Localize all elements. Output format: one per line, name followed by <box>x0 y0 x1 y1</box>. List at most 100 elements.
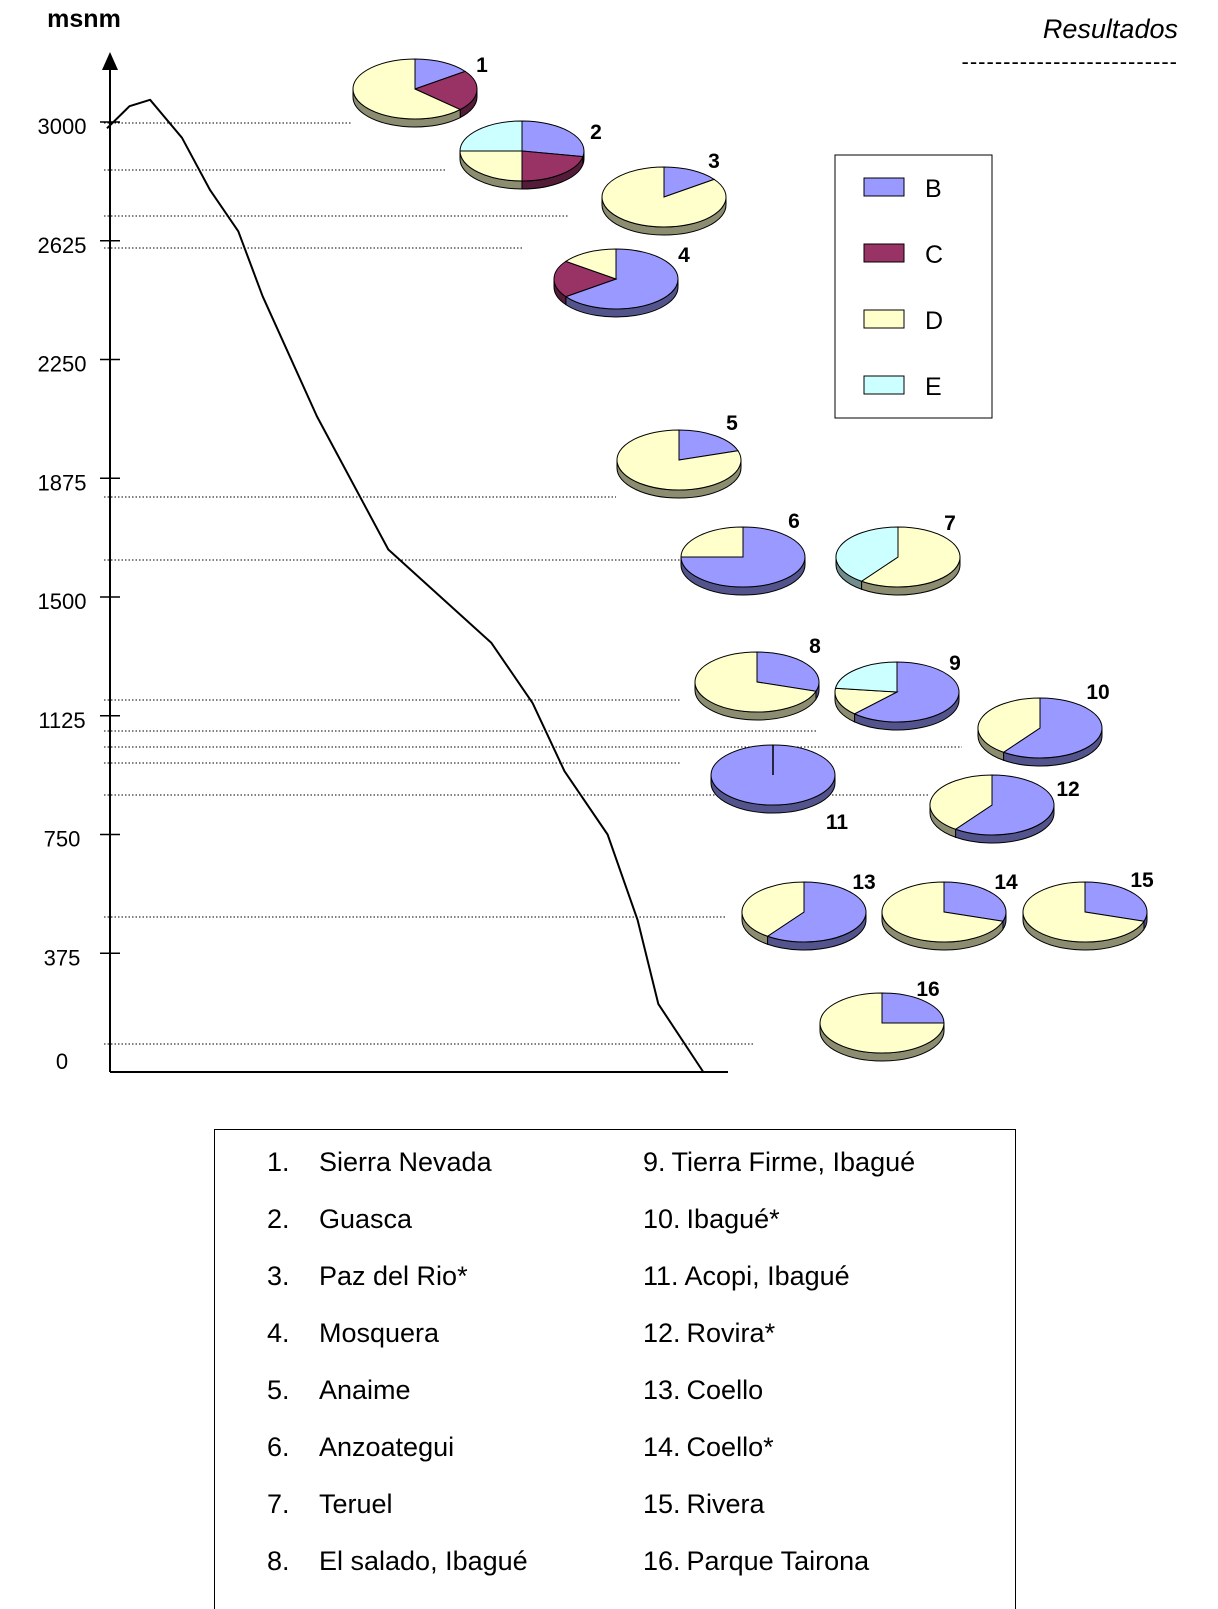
site-name: Guasca <box>319 1204 413 1234</box>
pie-site-7: 7 <box>835 512 961 596</box>
pie-label: 15 <box>1130 869 1154 892</box>
pie-site-6: 6 <box>680 510 806 596</box>
pie-label: 16 <box>916 978 939 1001</box>
site-name: Acopi, Ibagué <box>684 1261 850 1291</box>
site-name: Parque Tairona <box>686 1546 870 1576</box>
pie-slice-D <box>616 429 742 491</box>
site-list-box: 1. Sierra Nevada 2. Guasca 3. Paz del Rio* 4. M… <box>214 1129 1016 1609</box>
site-number: 15. <box>643 1489 681 1519</box>
site-list-item: 12. Rovira* <box>643 1311 915 1368</box>
pie-slice-B <box>521 120 585 158</box>
pie-slice-D <box>834 687 899 715</box>
site-list-item: 11. Acopi, Ibagué <box>643 1254 915 1311</box>
y-tick-label: 1875 <box>38 470 87 495</box>
legend: B C D E <box>834 154 993 419</box>
legend-label-C: C <box>925 241 943 269</box>
pie-slice-B <box>756 651 820 692</box>
pie-label: 7 <box>944 512 956 535</box>
pie-slice-D <box>929 774 993 830</box>
site-name: Coello* <box>686 1432 774 1462</box>
pie-slice-D <box>601 166 727 228</box>
pie-site-4: 4 <box>553 244 690 318</box>
site-name: Mosquera <box>319 1318 440 1348</box>
pie-slice-D <box>819 992 945 1054</box>
pie-slice-B <box>954 774 1055 836</box>
page-title: Resultados <box>1042 14 1178 44</box>
site-name: Anzoategui <box>319 1432 455 1462</box>
pie-label: 8 <box>809 635 821 658</box>
pie-slice-D <box>741 881 805 937</box>
pie-label: 3 <box>708 150 720 173</box>
pie-slice-D <box>860 526 961 588</box>
pie-label: 11 <box>826 811 849 834</box>
pie-slice-D <box>694 651 817 713</box>
site-number: 1. <box>267 1147 290 1177</box>
y-tick-label: 2250 <box>38 352 87 377</box>
site-list-item: 15. Rivera <box>643 1482 915 1539</box>
pie-slice-D <box>977 697 1041 753</box>
pie-site-9: 9 <box>834 652 961 731</box>
pie-label: 13 <box>852 871 875 894</box>
site-number: 13. <box>643 1375 681 1405</box>
pie-slice-B <box>943 881 1007 922</box>
site-number: 8. <box>267 1546 290 1576</box>
site-list-item: 4. Mosquera <box>267 1311 528 1368</box>
site-number: 9. <box>643 1147 666 1177</box>
site-name: Coello <box>686 1375 764 1405</box>
pie-site-1: 1 <box>352 54 488 128</box>
pie-slice-D <box>564 248 617 280</box>
legend-swatch-E <box>863 375 905 395</box>
site-name: Anaime <box>319 1375 411 1405</box>
pie-label: 10 <box>1086 681 1109 704</box>
site-list-item: 16. Parque Tairona <box>643 1539 915 1596</box>
pie-slice-D <box>459 150 523 182</box>
site-list-item: 5. Anaime <box>267 1368 528 1425</box>
pie-site-14: 14 <box>881 871 1018 951</box>
legend-label-E: E <box>925 373 942 401</box>
pie-slice-C <box>521 150 584 182</box>
site-name: El salado, Ibagué <box>319 1546 528 1576</box>
site-name: Ibagué* <box>686 1204 780 1234</box>
pie-slice-C <box>413 70 478 111</box>
y-axis-label: msnm <box>47 5 121 33</box>
site-list-item: 14. Coello* <box>643 1425 915 1482</box>
pie-slice-D <box>680 526 744 558</box>
pie-label: 1 <box>476 54 488 77</box>
legend-label-B: B <box>925 175 942 203</box>
legend-swatch-D <box>863 309 905 329</box>
site-number: 7. <box>267 1489 290 1519</box>
pie-slice-B <box>564 248 679 310</box>
site-list-item: 1. Sierra Nevada <box>267 1140 528 1197</box>
site-list-item: 8. El salado, Ibagué <box>267 1539 528 1596</box>
site-list-item: 2. Guasca <box>267 1197 528 1254</box>
y-tick-label: 1125 <box>38 708 85 733</box>
pie-site-15: 15 <box>1022 869 1154 951</box>
site-list-item: 9. Tierra Firme, Ibagué <box>643 1140 915 1197</box>
pie-site-3: 3 <box>601 150 727 236</box>
pie-slice-E <box>459 120 523 152</box>
y-tick-label: 3000 <box>38 114 87 139</box>
pie-slice-E <box>835 526 899 582</box>
legend-swatch-C <box>863 243 905 263</box>
site-name: Tierra Firme, Ibagué <box>671 1147 916 1177</box>
site-number: 14. <box>643 1432 681 1462</box>
site-number: 12. <box>643 1318 681 1348</box>
site-list-item: 6. Anzoategui <box>267 1425 528 1482</box>
legend-box <box>834 154 993 419</box>
y-tick-label: 750 <box>44 827 81 852</box>
y-axis: msnm 0 375 750 1125 1500 1875 2250 2625 3000 <box>38 5 728 1074</box>
pie-slice-B <box>766 881 867 943</box>
pie-label: 9 <box>949 652 961 675</box>
site-number: 10. <box>643 1204 681 1234</box>
pie-site-2: 2 <box>459 120 602 190</box>
pie-label: 5 <box>726 412 738 435</box>
pie-site-8: 8 <box>694 635 821 721</box>
site-list-item: 7. Teruel <box>267 1482 528 1539</box>
site-list-left: 1. Sierra Nevada 2. Guasca 3. Paz del Rio* 4. M… <box>267 1140 528 1596</box>
site-name: Rivera <box>686 1489 765 1519</box>
legend-label-D: D <box>925 307 943 335</box>
site-number: 5. <box>267 1375 290 1405</box>
pie-label: 2 <box>590 121 602 144</box>
pie-site-10: 10 <box>977 681 1110 767</box>
